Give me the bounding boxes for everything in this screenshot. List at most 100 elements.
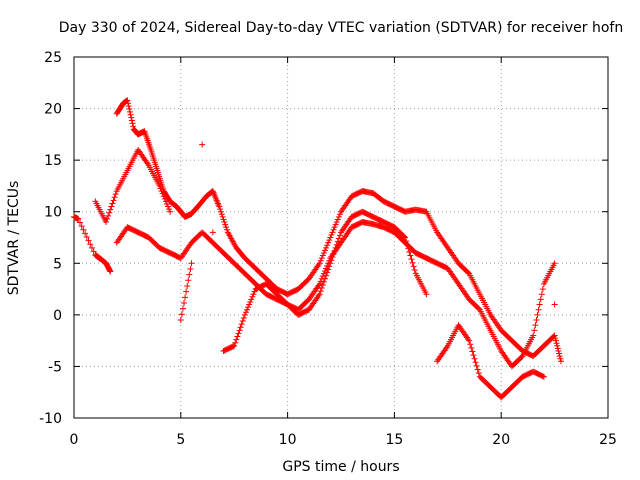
data-point [220, 216, 227, 223]
data-point [330, 226, 337, 233]
data-point [470, 352, 477, 359]
data-point [242, 309, 249, 316]
data-point [249, 293, 256, 300]
data-point [323, 244, 330, 251]
data-point [217, 208, 224, 215]
data-point [244, 306, 251, 313]
data-point [551, 332, 558, 339]
data-point [187, 265, 194, 272]
data-point [199, 141, 206, 148]
data-point [125, 100, 132, 107]
data-point [316, 260, 323, 267]
data-point [472, 359, 479, 366]
data-point [216, 203, 223, 210]
data-point [222, 221, 229, 228]
data-point [184, 282, 191, 289]
data-point [325, 239, 332, 246]
data-point [85, 237, 92, 244]
data-point [321, 268, 328, 275]
data-point [247, 298, 254, 305]
data-point [126, 108, 133, 115]
data-point [130, 123, 137, 130]
data-point [554, 345, 561, 352]
data-point [407, 252, 414, 259]
data-point [518, 354, 525, 361]
series-C [113, 219, 558, 370]
y-tick-label: 5 [53, 256, 62, 272]
data-point [536, 301, 543, 308]
data-point [104, 215, 111, 222]
y-tick-label: 15 [44, 153, 62, 169]
data-point [535, 306, 542, 313]
data-point [539, 286, 546, 293]
data-point [167, 208, 174, 215]
data-point [556, 353, 563, 360]
data-point [411, 266, 418, 273]
data-point [245, 304, 252, 311]
data-point [552, 337, 559, 344]
data-point [125, 103, 132, 110]
data-point [182, 294, 189, 301]
data-point [326, 257, 333, 264]
data-point [223, 224, 230, 231]
data-point [475, 305, 482, 312]
y-tick-label: -10 [39, 411, 62, 427]
data-point [87, 241, 94, 248]
data-point [161, 195, 168, 202]
data-point [110, 197, 117, 204]
data-point [465, 269, 472, 276]
data-point [401, 233, 408, 240]
data-point [475, 370, 482, 377]
data-point [232, 339, 239, 346]
data-point [553, 340, 560, 347]
data-point [128, 114, 135, 121]
x-tick-label: 5 [176, 432, 185, 448]
y-axis-label: SDTVAR / TECUs [6, 181, 22, 296]
data-point [539, 373, 546, 380]
data-point [317, 257, 324, 264]
data-point [159, 190, 166, 197]
data-point [183, 288, 190, 295]
data-point [320, 278, 327, 285]
data-point [186, 271, 193, 278]
x-axis-label: GPS time / hours [282, 459, 399, 475]
data-point [108, 203, 115, 210]
data-point [236, 327, 243, 334]
data-point [326, 237, 333, 244]
data-point [333, 219, 340, 226]
data-point [126, 105, 133, 112]
data-point [238, 321, 245, 328]
data-point [234, 333, 241, 340]
data-point [179, 305, 186, 312]
data-point [408, 256, 415, 263]
data-points [71, 97, 565, 401]
data-point [534, 311, 541, 318]
data-point [163, 200, 170, 207]
data-point [402, 234, 409, 241]
data-point [336, 211, 343, 218]
data-point [332, 221, 339, 228]
data-point [335, 213, 342, 220]
data-point [111, 194, 118, 201]
data-point [217, 206, 224, 213]
data-point [328, 231, 335, 238]
y-tick-label: 25 [44, 50, 62, 66]
data-point [321, 247, 328, 254]
data-point [166, 206, 173, 213]
data-point [317, 288, 324, 295]
data-point [218, 211, 225, 218]
data-point [128, 117, 135, 124]
data-point [466, 337, 473, 344]
axis-ticks [73, 56, 609, 419]
data-point [551, 301, 558, 308]
data-point [324, 262, 331, 269]
data-point [323, 265, 330, 272]
data-point [533, 317, 540, 324]
data-point [410, 263, 417, 270]
data-point [554, 342, 561, 349]
data-point [127, 111, 134, 118]
data-point [156, 182, 163, 189]
data-point [164, 203, 171, 210]
x-tick-label: 25 [599, 432, 617, 448]
